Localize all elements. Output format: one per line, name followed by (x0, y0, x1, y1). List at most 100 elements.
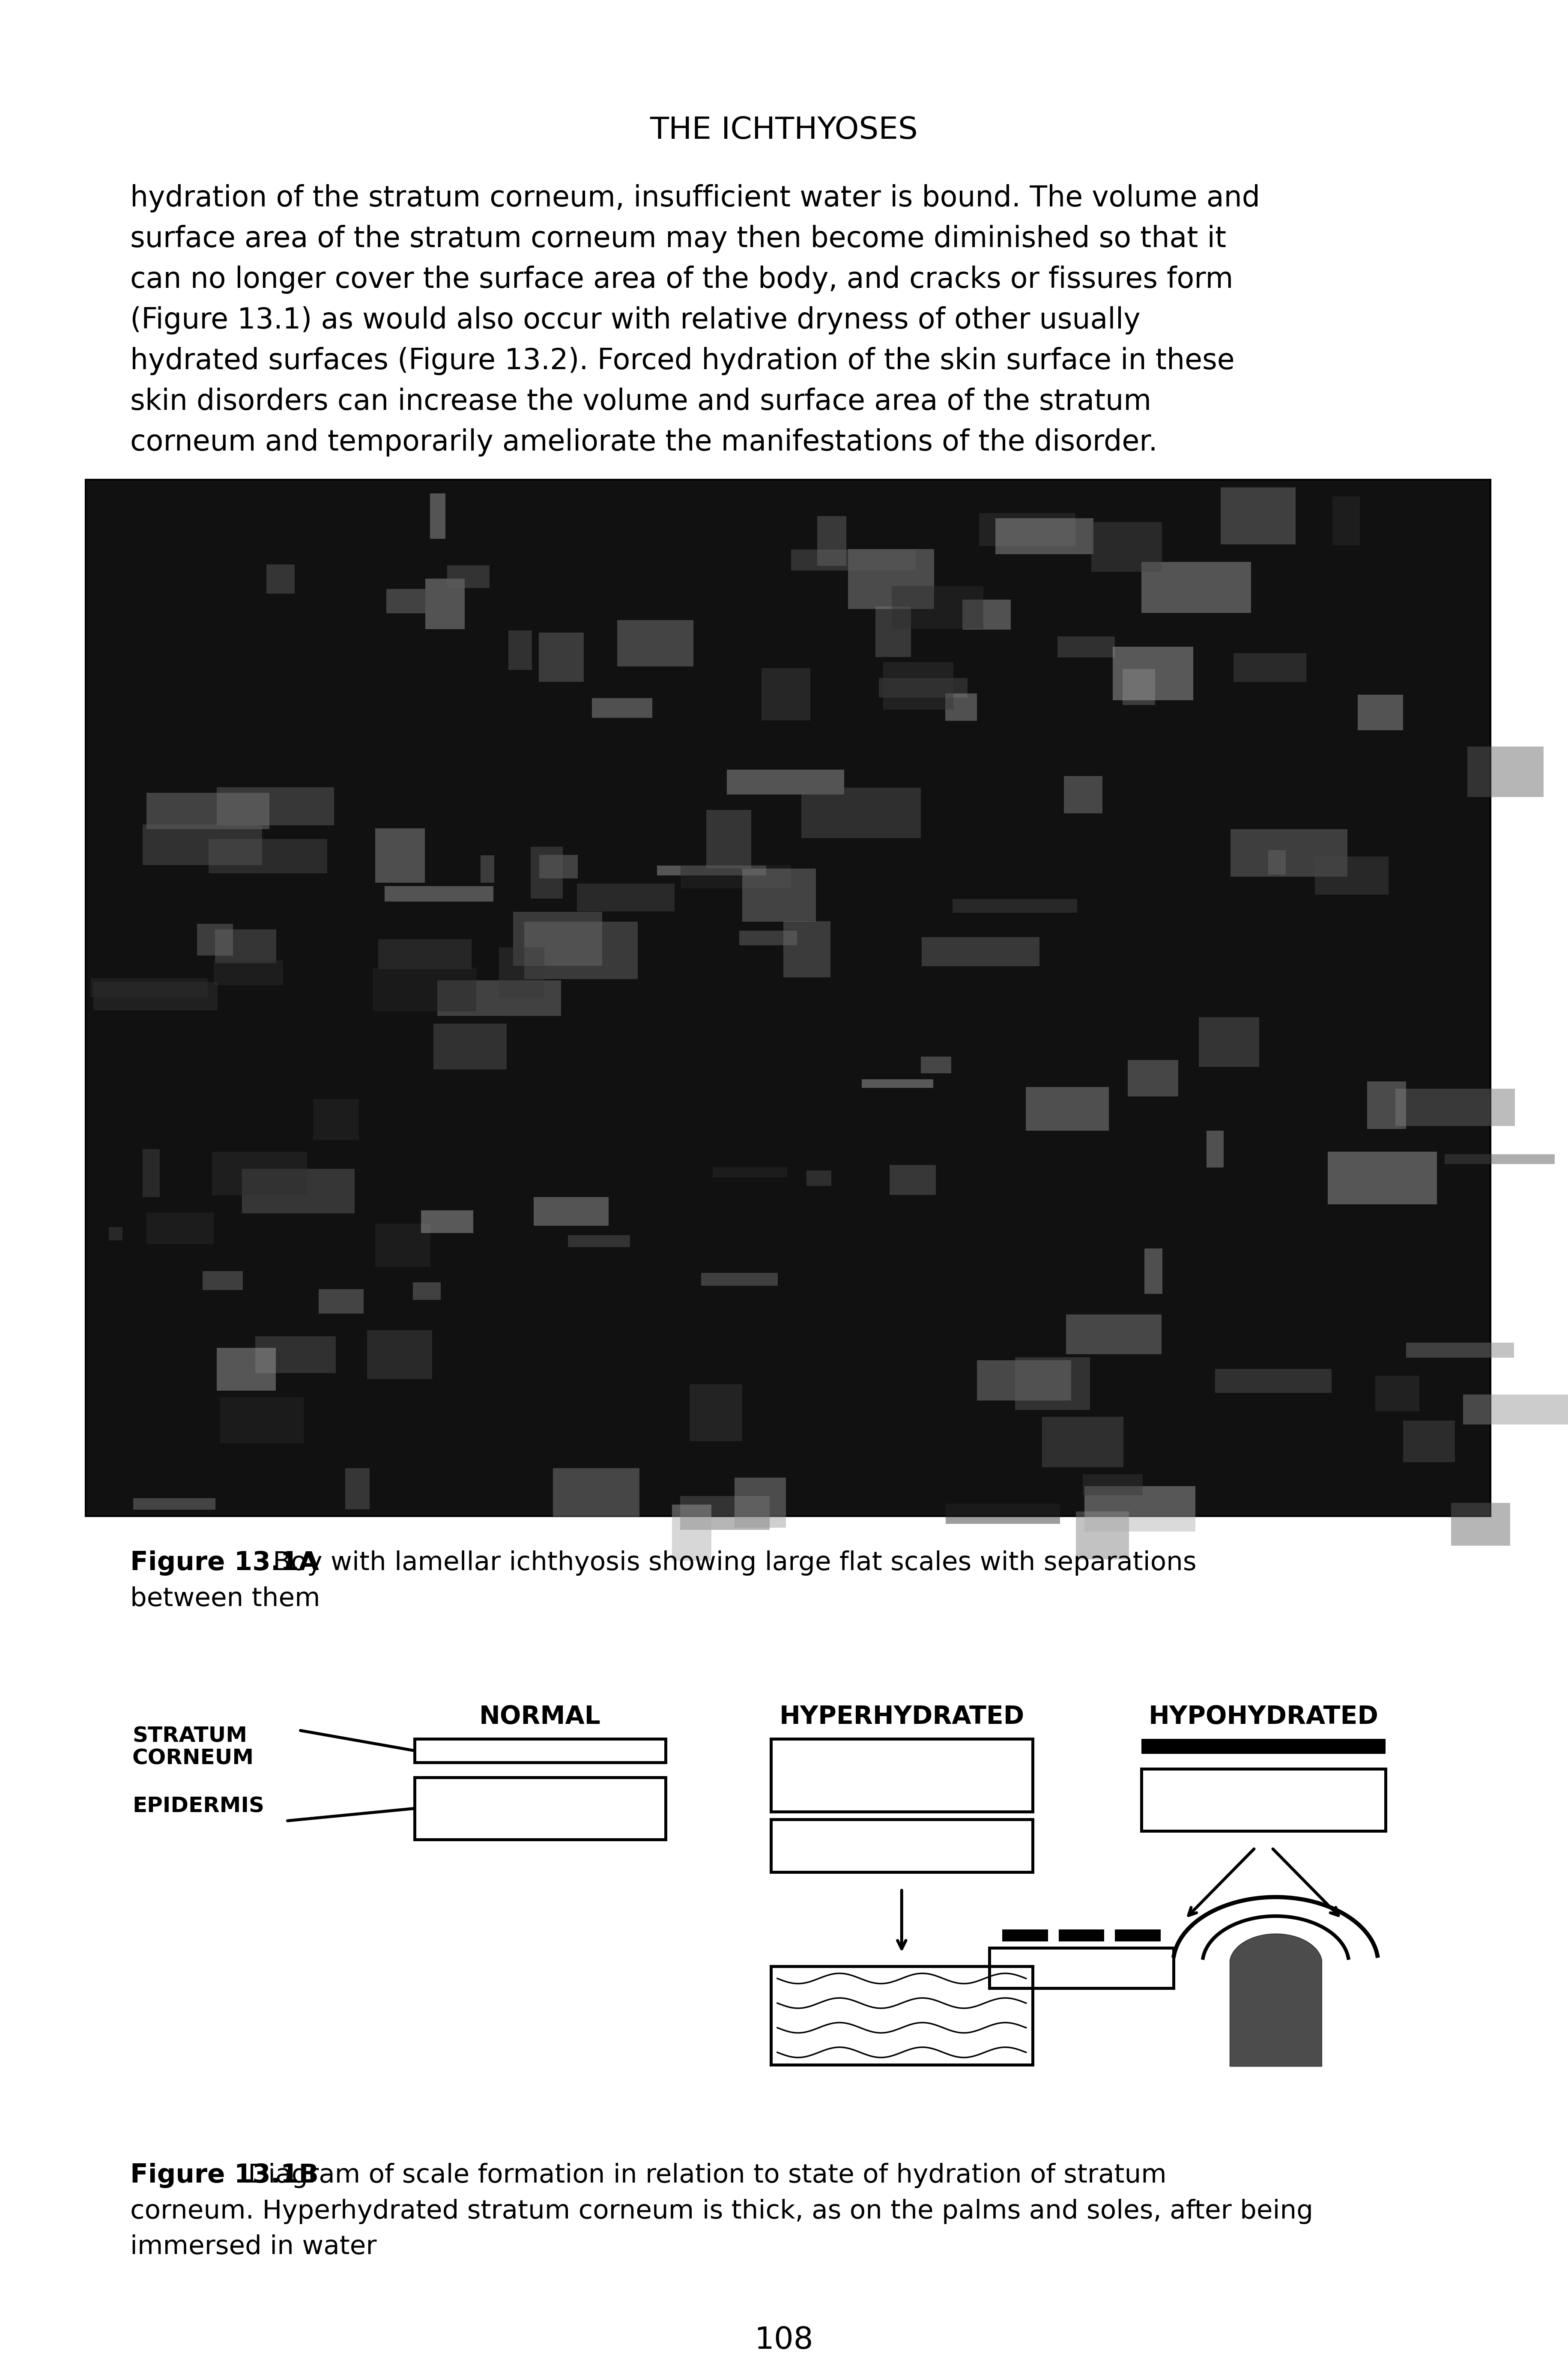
Bar (108, 1227, 122, 1241)
Bar (430, 494, 445, 540)
Bar (1113, 647, 1193, 701)
Bar (1403, 1421, 1455, 1462)
Bar (771, 1818, 1032, 1873)
Bar (889, 1165, 936, 1196)
Bar (384, 887, 494, 901)
Bar (878, 677, 967, 699)
Bar (657, 865, 767, 875)
Bar (1333, 497, 1359, 544)
Bar (862, 1079, 933, 1089)
Text: EPIDERMIS: EPIDERMIS (132, 1797, 265, 1816)
Bar (806, 1169, 831, 1186)
Bar (577, 884, 674, 910)
Bar (147, 1212, 213, 1243)
Bar (220, 1398, 304, 1443)
Bar (447, 566, 489, 587)
Text: STRATUM
CORNEUM: STRATUM CORNEUM (132, 1726, 254, 1768)
Bar (734, 1478, 786, 1528)
Bar (133, 1498, 215, 1509)
Bar (593, 699, 652, 718)
Bar (1085, 1486, 1195, 1531)
Bar (739, 929, 797, 946)
Bar (892, 587, 983, 630)
Bar (1057, 637, 1115, 658)
Text: corneum. Hyperhydrated stratum corneum is thick, as on the palms and soles, afte: corneum. Hyperhydrated stratum corneum i… (130, 2199, 1312, 2225)
Bar (1234, 654, 1306, 682)
Bar (946, 1505, 1060, 1524)
Text: Figure 13.1B: Figure 13.1B (130, 2163, 318, 2189)
Bar (513, 913, 602, 965)
Bar (1025, 1086, 1109, 1131)
Bar (414, 1740, 665, 1761)
Bar (848, 549, 935, 609)
Text: NORMAL: NORMAL (480, 1704, 601, 1728)
Bar (433, 1024, 506, 1070)
Text: surface area of the stratum corneum may then become diminished so that it: surface area of the stratum corneum may … (130, 226, 1226, 252)
Bar (533, 1198, 608, 1227)
Bar (1076, 1512, 1129, 1559)
Bar (1463, 1395, 1568, 1424)
Bar (256, 1336, 336, 1374)
Bar (212, 1153, 307, 1196)
Bar (209, 839, 328, 872)
Bar (963, 599, 1011, 630)
Bar (1142, 1740, 1386, 1754)
Bar (437, 979, 561, 1015)
Bar (568, 1236, 630, 1248)
Text: 108: 108 (754, 2325, 814, 2356)
Bar (712, 1167, 787, 1177)
Bar (726, 770, 844, 794)
Text: between them: between them (130, 1585, 320, 1612)
Bar (1082, 1474, 1143, 1495)
Bar (1198, 1017, 1259, 1067)
Text: corneum and temporarily ameliorate the manifestations of the disorder.: corneum and temporarily ameliorate the m… (130, 428, 1157, 456)
Bar (1043, 1417, 1123, 1467)
Text: HYPERHYDRATED: HYPERHYDRATED (779, 1704, 1024, 1728)
Bar (215, 929, 276, 963)
Bar (1058, 1930, 1104, 1942)
Bar (198, 925, 234, 956)
Bar (1444, 1155, 1555, 1165)
Bar (953, 899, 1077, 913)
Bar (681, 865, 792, 889)
Bar (314, 1098, 359, 1141)
Bar (681, 1495, 770, 1531)
Bar (1065, 777, 1102, 813)
Bar (539, 632, 583, 682)
Bar (1269, 851, 1286, 875)
Bar (875, 606, 911, 656)
Bar (1145, 1248, 1162, 1293)
Bar (707, 811, 751, 868)
Bar (1091, 523, 1162, 573)
Bar (422, 1210, 474, 1234)
Text: THE ICHTHYOSES: THE ICHTHYOSES (651, 116, 917, 145)
Bar (1316, 856, 1389, 894)
Bar (1468, 746, 1544, 796)
Text: Boy with lamellar ichthyosis showing large flat scales with separations: Boy with lamellar ichthyosis showing lar… (248, 1550, 1196, 1576)
Bar (1127, 1060, 1178, 1096)
Bar (1406, 1343, 1515, 1357)
Bar (143, 825, 262, 865)
Bar (378, 939, 472, 970)
Text: hydrated surfaces (Figure 13.2). Forced hydration of the skin surface in these: hydrated surfaces (Figure 13.2). Forced … (130, 347, 1234, 376)
Bar (530, 846, 563, 899)
Bar (539, 856, 579, 879)
Bar (920, 1058, 952, 1074)
Bar (202, 1272, 243, 1291)
Bar (318, 1288, 364, 1314)
Bar (762, 668, 811, 720)
Bar (524, 922, 638, 979)
Bar (996, 518, 1093, 554)
Bar (1115, 1930, 1160, 1942)
Text: HYPOHYDRATED: HYPOHYDRATED (1148, 1704, 1378, 1728)
Bar (508, 630, 532, 670)
Text: can no longer cover the surface area of the body, and cracks or fissures form: can no longer cover the surface area of … (130, 266, 1232, 295)
Text: immersed in water: immersed in water (130, 2234, 376, 2261)
Bar (94, 982, 218, 1010)
Bar (412, 1284, 441, 1300)
Text: hydration of the stratum corneum, insufficient water is bound. The volume and: hydration of the stratum corneum, insuff… (130, 183, 1261, 212)
Text: Figure 13.1A: Figure 13.1A (130, 1550, 318, 1576)
Bar (690, 1383, 742, 1440)
Bar (1002, 1930, 1047, 1942)
Bar (1396, 1089, 1515, 1127)
